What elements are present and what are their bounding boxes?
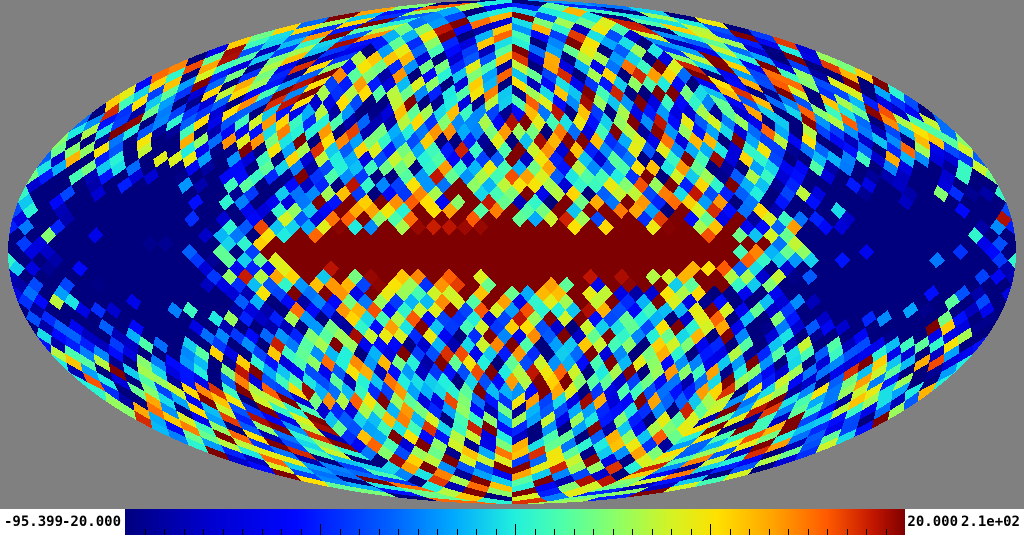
colorbar-under-label: -95.399 xyxy=(4,514,64,530)
healpix-sky-map xyxy=(0,0,1024,509)
colorbar-over-label: 2.1e+02 xyxy=(960,514,1020,530)
mollweide-map-panel xyxy=(0,0,1024,509)
colorbar-min-label: -20.000 xyxy=(62,514,122,530)
colorbar-gradient xyxy=(125,509,905,535)
colorbar-max-label: 20.000 xyxy=(907,514,958,530)
colorbar-strip[interactable] xyxy=(125,509,905,535)
